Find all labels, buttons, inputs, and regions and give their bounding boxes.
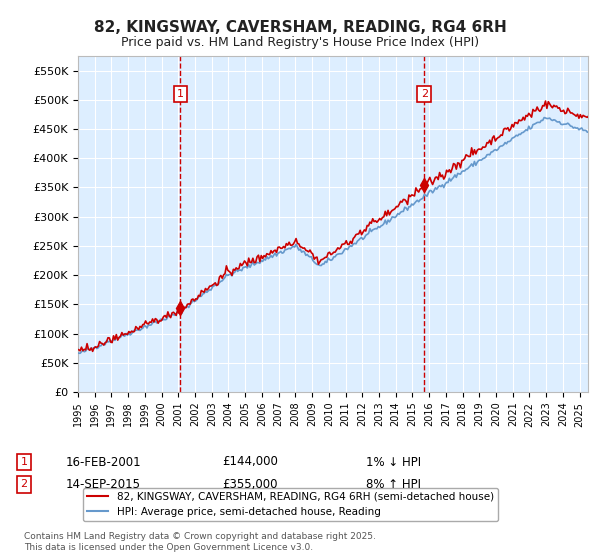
Text: Price paid vs. HM Land Registry's House Price Index (HPI): Price paid vs. HM Land Registry's House … [121,36,479,49]
Text: 16-FEB-2001: 16-FEB-2001 [66,455,142,469]
Text: 2: 2 [421,89,428,99]
Text: £355,000: £355,000 [222,478,277,491]
Text: Contains HM Land Registry data © Crown copyright and database right 2025.
This d: Contains HM Land Registry data © Crown c… [24,532,376,552]
Text: 82, KINGSWAY, CAVERSHAM, READING, RG4 6RH: 82, KINGSWAY, CAVERSHAM, READING, RG4 6R… [94,20,506,35]
Text: 2: 2 [20,479,28,489]
Text: 8% ↑ HPI: 8% ↑ HPI [366,478,421,491]
Text: 1% ↓ HPI: 1% ↓ HPI [366,455,421,469]
Text: 1: 1 [20,457,28,467]
Text: 1: 1 [177,89,184,99]
Text: 14-SEP-2015: 14-SEP-2015 [66,478,141,491]
Legend: 82, KINGSWAY, CAVERSHAM, READING, RG4 6RH (semi-detached house), HPI: Average pr: 82, KINGSWAY, CAVERSHAM, READING, RG4 6R… [83,488,498,521]
Text: £144,000: £144,000 [222,455,278,469]
